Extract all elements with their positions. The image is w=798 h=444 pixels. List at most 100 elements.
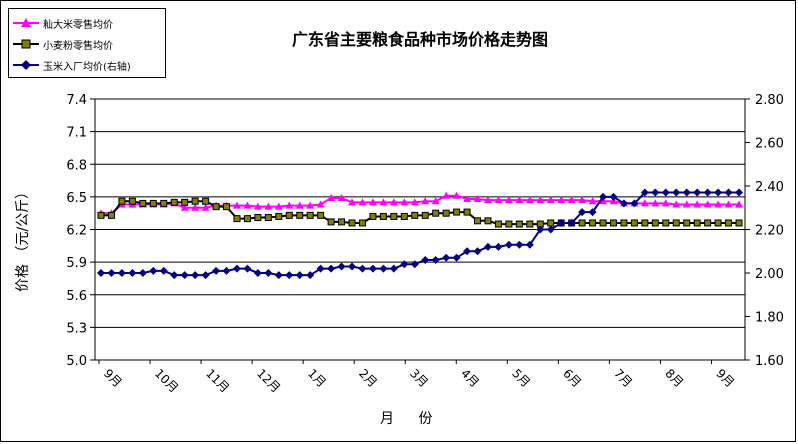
data-point — [714, 188, 723, 197]
y-tick-label: 7.1 — [66, 126, 87, 141]
data-point — [494, 196, 503, 204]
data-point — [474, 217, 482, 225]
data-point — [223, 203, 231, 211]
data-point — [337, 262, 346, 271]
data-point — [295, 201, 304, 209]
data-point — [536, 196, 545, 204]
data-point — [546, 196, 555, 204]
data-point — [599, 192, 608, 201]
data-point — [285, 201, 294, 209]
data-point — [379, 198, 388, 206]
data-point — [306, 201, 315, 209]
data-point — [735, 200, 743, 208]
x-tick-label: 9月 — [101, 366, 125, 390]
x-tick-label: 4月 — [458, 366, 482, 390]
data-point — [117, 269, 126, 277]
data-point — [735, 219, 743, 227]
data-point — [233, 215, 241, 223]
data-point — [714, 200, 723, 208]
data-point — [463, 247, 472, 256]
data-point — [243, 264, 252, 273]
x-axis-label: 月 份 — [380, 411, 443, 427]
data-point — [724, 188, 733, 197]
data-point — [254, 214, 262, 222]
data-point — [442, 209, 450, 217]
data-point — [630, 219, 638, 227]
data-point — [107, 269, 116, 277]
x-tick-label: 1月 — [305, 366, 329, 390]
data-point — [337, 193, 346, 201]
x-tick-label: 3月 — [407, 366, 431, 390]
data-point — [682, 188, 691, 197]
data-point — [515, 240, 524, 249]
data-point — [170, 271, 179, 280]
y2-tick-label: 2.00 — [755, 267, 784, 282]
data-point — [368, 198, 377, 206]
data-point — [651, 188, 660, 197]
y2-tick-label: 2.40 — [755, 180, 784, 195]
data-point — [431, 255, 440, 264]
data-point — [546, 225, 555, 234]
data-point — [264, 202, 273, 210]
y2-tick-label: 2.20 — [755, 224, 784, 239]
data-point — [619, 199, 628, 208]
data-point — [504, 240, 513, 249]
data-point — [672, 188, 681, 197]
data-point — [128, 269, 137, 277]
y-tick-label: 5.6 — [66, 289, 87, 304]
data-point — [400, 198, 409, 206]
data-point — [661, 199, 670, 207]
data-point — [725, 219, 733, 227]
data-point — [609, 219, 617, 227]
data-point — [630, 199, 639, 208]
data-point — [139, 199, 147, 207]
data-point — [505, 220, 513, 228]
legend-item-flour: 小麦粉零售均价 — [13, 36, 113, 52]
data-point — [243, 215, 251, 223]
data-point — [379, 264, 388, 273]
data-point — [149, 199, 157, 207]
x-tick-label: 6月 — [560, 366, 584, 390]
data-point — [180, 203, 189, 211]
data-point — [390, 212, 398, 220]
x-tick-label: 9月 — [713, 366, 737, 390]
data-point — [494, 242, 503, 251]
y-tick-label: 5.9 — [66, 256, 87, 271]
y2-tick-label: 1.60 — [755, 354, 784, 369]
data-point — [243, 201, 252, 209]
data-point — [672, 219, 680, 227]
data-point — [421, 197, 430, 205]
data-point — [515, 196, 524, 204]
data-point — [295, 271, 304, 280]
data-point — [463, 195, 472, 203]
data-point — [651, 219, 659, 227]
x-tick-label: 11月 — [203, 366, 232, 395]
x-tick-label: 7月 — [611, 366, 635, 390]
data-point — [253, 269, 262, 277]
data-point — [296, 211, 304, 219]
data-point — [640, 199, 649, 207]
data-point — [317, 211, 325, 219]
data-point — [159, 266, 168, 275]
data-point — [578, 208, 587, 217]
data-point — [620, 219, 628, 227]
data-point — [704, 219, 712, 227]
data-point — [180, 271, 189, 280]
data-point — [348, 262, 357, 271]
data-point — [232, 201, 241, 209]
data-point — [557, 196, 566, 204]
data-point — [264, 214, 272, 222]
data-point — [473, 195, 482, 203]
y-tick-label: 6.8 — [66, 158, 87, 173]
data-point — [442, 191, 451, 199]
data-point — [578, 196, 587, 204]
data-point — [138, 269, 147, 277]
data-point — [431, 197, 440, 205]
data-point — [421, 255, 430, 264]
data-point — [327, 193, 336, 201]
data-point — [338, 218, 346, 226]
data-point — [400, 212, 408, 220]
data-point — [379, 212, 387, 220]
data-point — [274, 271, 283, 280]
